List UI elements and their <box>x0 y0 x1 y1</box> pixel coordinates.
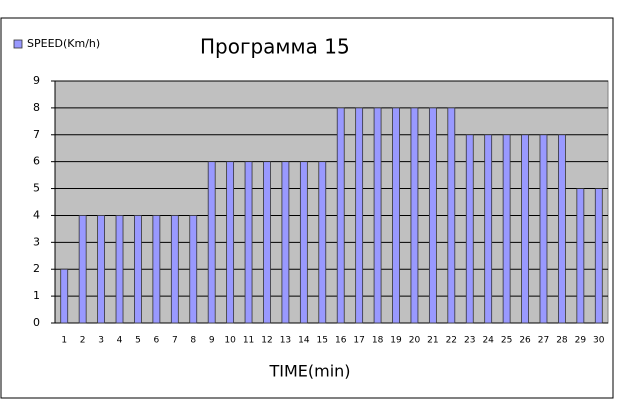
bar <box>189 215 198 324</box>
x-tick-label: 13 <box>280 336 291 346</box>
y-tick-label: 6 <box>33 155 40 168</box>
x-tick-label: 9 <box>209 336 215 346</box>
x-tick-label: 22 <box>446 336 457 346</box>
x-tick-label: 18 <box>372 336 384 346</box>
bar <box>428 107 437 324</box>
legend-label: SPEED(Km/h) <box>27 37 100 50</box>
x-tick-label: 23 <box>464 336 475 346</box>
bar <box>60 268 69 324</box>
bar <box>207 161 216 324</box>
bar <box>484 134 493 324</box>
x-tick-label: 8 <box>190 336 196 346</box>
x-tick-label: 12 <box>261 336 272 346</box>
bar <box>78 215 87 324</box>
bar <box>465 134 474 324</box>
x-tick-label: 14 <box>298 336 310 346</box>
y-tick-label: 2 <box>33 262 40 275</box>
x-tick-label: 26 <box>519 336 531 346</box>
x-tick-label: 24 <box>482 336 494 346</box>
bar <box>244 161 253 324</box>
x-tick-label: 29 <box>575 336 587 346</box>
x-tick-label: 20 <box>409 336 421 346</box>
bar <box>355 107 364 324</box>
bar <box>336 107 345 324</box>
bar <box>263 161 271 324</box>
bar <box>392 107 400 324</box>
bar <box>97 215 105 324</box>
bar <box>318 161 327 324</box>
bar <box>281 161 290 324</box>
bar <box>152 215 161 324</box>
y-tick-label: 5 <box>33 182 40 195</box>
bar <box>594 188 603 324</box>
bar <box>299 161 308 324</box>
plot-area <box>54 80 609 324</box>
bar <box>410 107 419 324</box>
x-tick-label: 27 <box>538 336 549 346</box>
y-tick-label: 4 <box>33 208 40 221</box>
x-tick-label: 25 <box>501 336 512 346</box>
x-tick-label: 4 <box>117 336 123 346</box>
legend-swatch <box>13 39 23 49</box>
y-tick-label: 7 <box>33 128 40 141</box>
x-tick-label: 1 <box>61 336 67 346</box>
chart-title: Программа 15 <box>200 35 350 59</box>
bar <box>576 188 585 324</box>
y-tick-label: 1 <box>33 289 40 302</box>
x-tick-label: 10 <box>224 336 236 346</box>
y-tick-label: 9 <box>33 74 40 87</box>
bar <box>226 161 235 324</box>
x-tick-label: 28 <box>556 336 568 346</box>
bar <box>502 134 511 324</box>
x-tick-label: 3 <box>98 336 104 346</box>
bar <box>170 215 179 324</box>
bar <box>447 107 456 324</box>
x-tick-label: 7 <box>172 336 178 346</box>
x-tick-label: 6 <box>154 336 160 346</box>
bar <box>558 134 566 324</box>
x-axis-label: TIME(min) <box>268 362 350 381</box>
x-tick-label: 5 <box>135 336 141 346</box>
x-tick-label: 19 <box>390 336 402 346</box>
bar <box>134 215 142 324</box>
x-tick-label: 21 <box>427 336 438 346</box>
bar <box>521 134 529 324</box>
y-tick-label: 8 <box>33 101 40 114</box>
y-tick-label: 3 <box>33 235 40 248</box>
x-tick-label: 15 <box>317 336 328 346</box>
bar <box>539 134 548 324</box>
bar <box>373 107 382 324</box>
x-tick-label: 11 <box>243 336 254 346</box>
x-tick-label: 2 <box>80 336 86 346</box>
bar <box>115 215 124 324</box>
y-tick-label: 0 <box>33 316 40 329</box>
x-tick-label: 16 <box>335 336 347 346</box>
x-tick-label: 17 <box>353 336 364 346</box>
x-tick-label: 30 <box>593 336 605 346</box>
